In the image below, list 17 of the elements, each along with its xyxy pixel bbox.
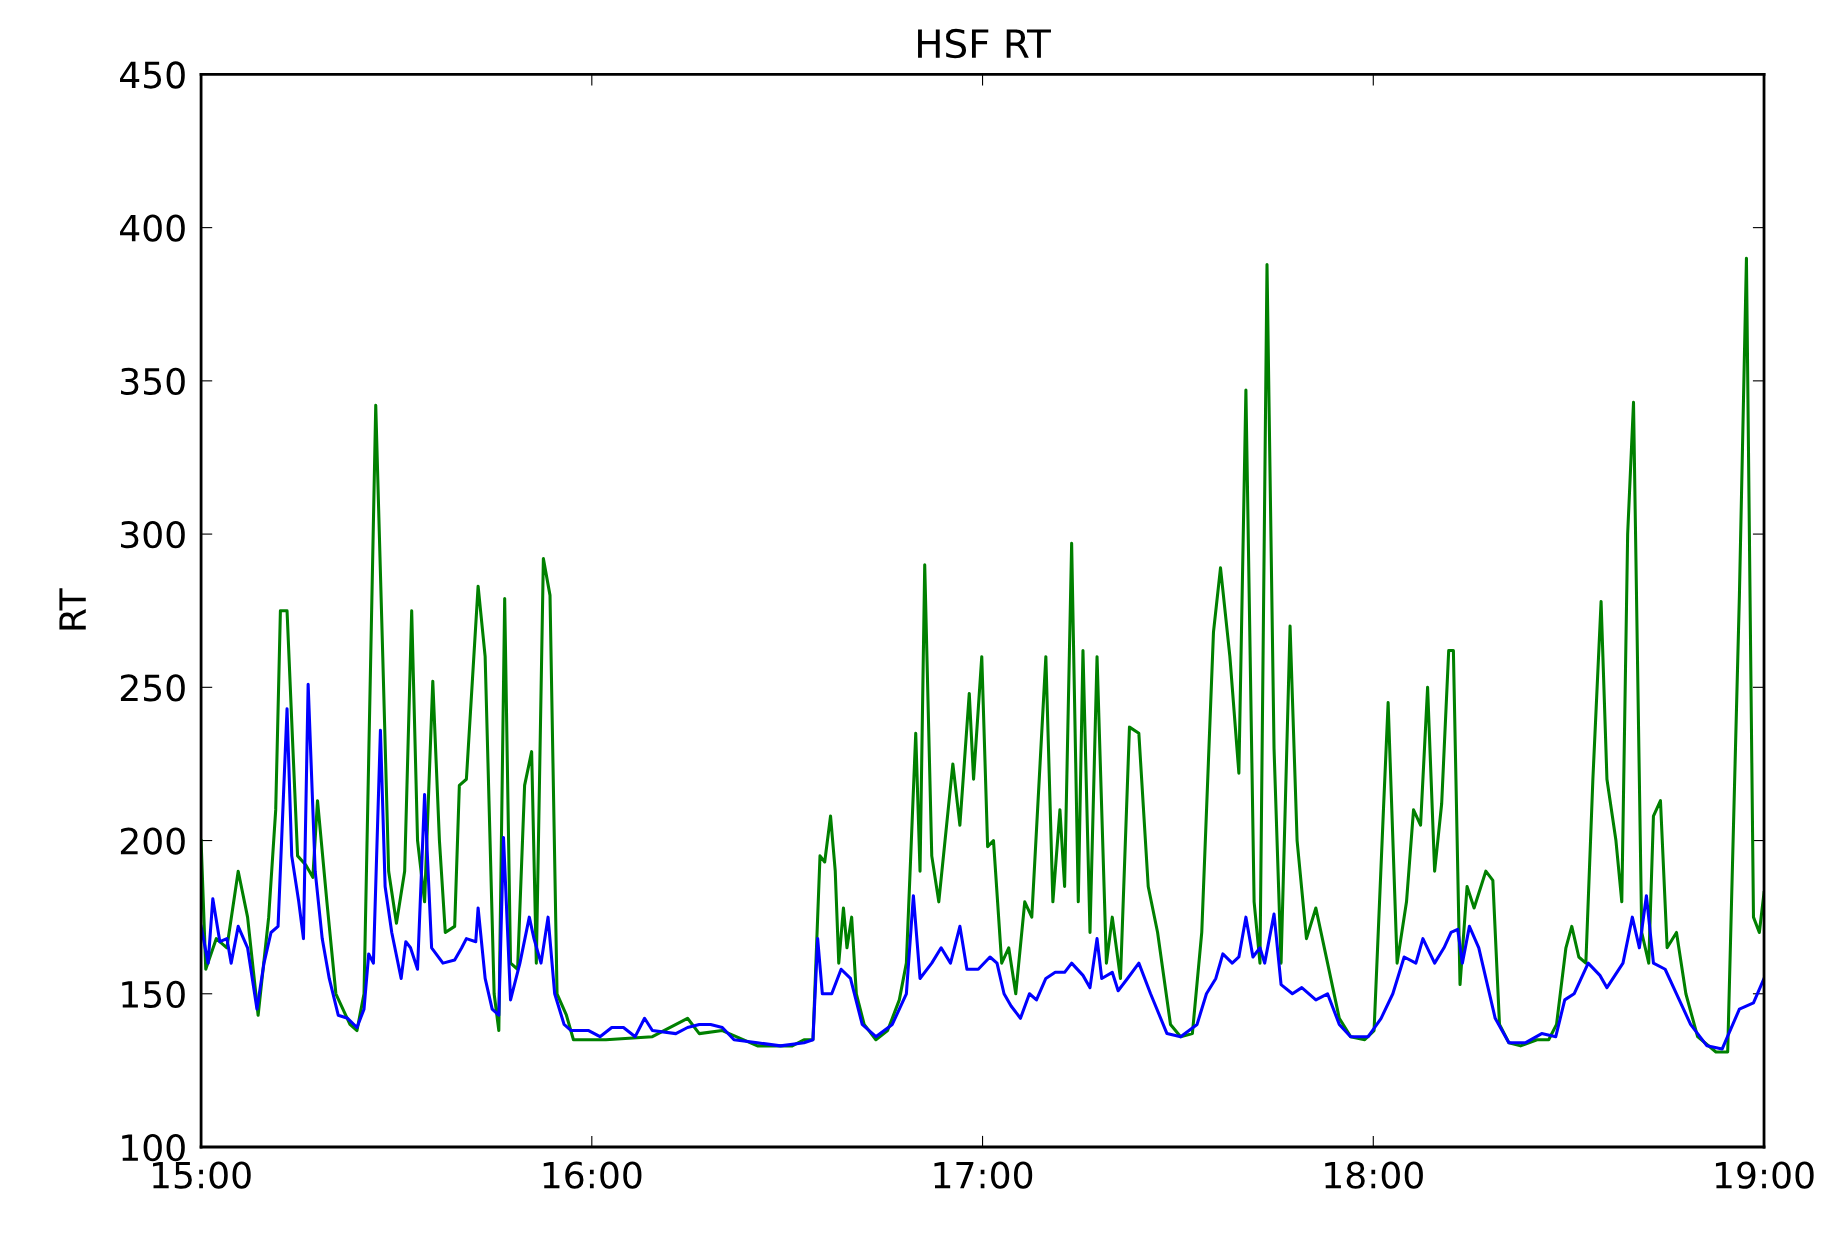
y-tick-label: 300 [121,521,185,549]
y-axis-title: RT [59,588,86,630]
y-tick-label: 400 [120,214,185,242]
y-tick-label: 350 [121,367,185,396]
y-tick-label: 450 [120,61,185,89]
x-tick-label: 18:00 [1325,1161,1423,1189]
x-tick-label: 17:00 [934,1161,1033,1189]
y-tick-label: 150 [122,980,185,1008]
chart-title: HSF RT [918,28,1051,59]
x-tick-label: 15:00 [153,1161,251,1189]
y-tick-label: 250 [120,674,185,702]
x-tick-label: 16:00 [543,1161,642,1189]
line-series [201,682,1765,1051]
line-series [201,256,1765,1054]
y-tick-label: 100 [122,1133,185,1162]
x-tick-label: 19:00 [1715,1161,1814,1189]
y-tick-label: 200 [120,827,185,855]
